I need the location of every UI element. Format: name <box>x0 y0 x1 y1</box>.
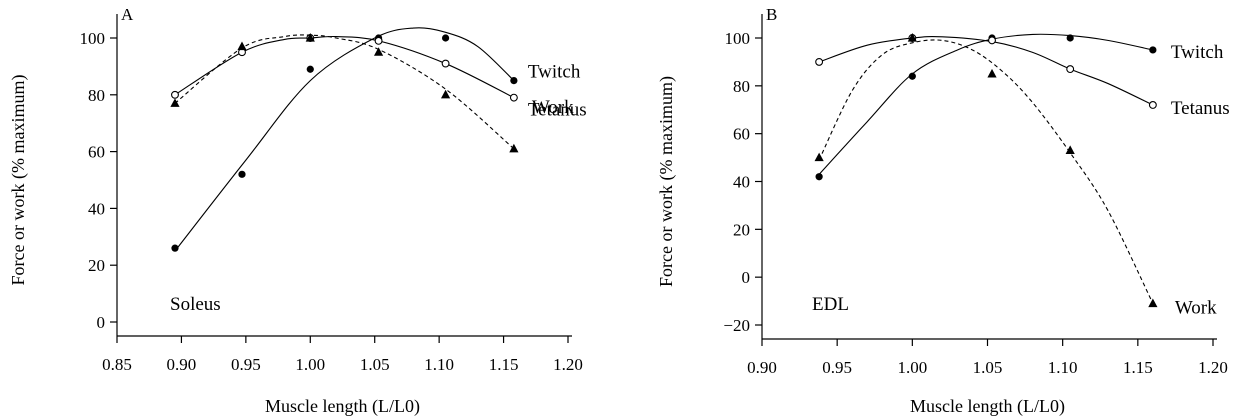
data-point-twitch <box>908 72 916 80</box>
x-axis-title: Muscle length (L/L0) <box>265 396 420 417</box>
y-tick-label: 40 <box>733 173 750 192</box>
data-point-twitch <box>815 173 823 181</box>
series-label-tetanus: Tetanus <box>1171 98 1230 119</box>
data-point-work <box>237 41 247 51</box>
panel-b-chart: 0.90 0.95 1.00 1.05 1.10 1.15 1.20 −20 0 20 40 60 80… <box>656 5 1230 417</box>
series-label-work: Work <box>532 97 574 118</box>
panel-letter: B <box>766 5 777 24</box>
data-point-work <box>440 89 451 99</box>
fit-curve-tetanus <box>818 35 1154 106</box>
data-point-twitch <box>306 65 314 73</box>
data-point-tetanus <box>441 59 450 68</box>
y-axis-title: Force or work (% maximum) <box>656 76 677 287</box>
y-tick-label: 60 <box>88 143 105 162</box>
fit-curve-twitch <box>818 33 1153 175</box>
fit-curve-work <box>818 39 1154 304</box>
x-tick-label: 1.05 <box>973 358 1003 377</box>
data-point-tetanus <box>509 93 518 102</box>
x-tick-label: 1.15 <box>489 355 519 374</box>
series-tetanus: Tetanus <box>815 34 1230 119</box>
x-tick-label: 1.00 <box>295 355 325 374</box>
series-label-twitch: Twitch <box>1171 42 1224 63</box>
x-tick-label: 0.85 <box>102 355 132 374</box>
y-tick-label: 100 <box>80 29 106 48</box>
x-tick-label: 1.00 <box>897 358 927 377</box>
y-tick-label: −20 <box>723 316 750 335</box>
data-point-tetanus <box>1148 101 1157 109</box>
x-tick-label: 1.10 <box>1048 358 1078 377</box>
x-tick-label: 0.90 <box>747 358 777 377</box>
x-tick-label: 0.90 <box>167 355 197 374</box>
series-work: Work <box>814 33 1217 318</box>
data-point-work <box>1065 145 1075 155</box>
series-label-twitch: Twitch <box>528 62 581 83</box>
panel-a-chart: 0.85 0.90 0.95 1.00 1.05 1.10 1.15 1.20 0 20 40 60 8… <box>8 5 587 417</box>
y-tick-label: 60 <box>733 125 750 144</box>
data-point-work <box>305 33 315 42</box>
data-point-tetanus <box>1066 65 1075 74</box>
y-axis-title: Force or work (% maximum) <box>8 75 29 286</box>
y-tick-label: 0 <box>97 313 106 332</box>
muscle-label: Soleus <box>170 294 221 315</box>
series-label-tetanus: Tetanus <box>528 100 587 121</box>
series-twitch: Twitch <box>171 27 581 252</box>
y-tick-label: 40 <box>88 199 105 218</box>
data-point-tetanus <box>374 36 383 45</box>
data-point-twitch <box>1066 34 1074 42</box>
y-tick-label: 0 <box>742 268 751 287</box>
data-point-tetanus <box>988 36 996 45</box>
x-tick-label: 1.15 <box>1123 358 1153 377</box>
x-tick-label: 1.20 <box>553 355 583 374</box>
muscle-label: EDL <box>812 294 849 315</box>
series-label-work: Work <box>1175 297 1217 318</box>
series-work: Work <box>170 33 574 153</box>
data-point-work <box>1148 298 1158 308</box>
data-point-twitch <box>441 34 450 42</box>
data-point-work <box>987 68 997 78</box>
y-tick-label: 80 <box>88 86 105 105</box>
fit-curve-tetanus <box>174 35 515 99</box>
data-point-work <box>509 143 519 153</box>
y-tick-label: 20 <box>88 256 105 275</box>
series-tetanus: Tetanus <box>171 34 587 121</box>
data-point-work <box>814 152 824 162</box>
data-point-tetanus <box>815 57 824 66</box>
x-tick-label: 0.95 <box>231 355 261 374</box>
fit-curve-work <box>174 34 515 150</box>
data-point-work <box>170 98 180 107</box>
y-tick-label: 80 <box>733 77 750 96</box>
x-tick-label: 0.95 <box>822 358 852 377</box>
data-point-work <box>373 47 384 56</box>
data-point-twitch <box>1149 46 1157 54</box>
x-axis-title: Muscle length (L/L0) <box>910 396 1065 417</box>
x-tick-label: 1.10 <box>424 355 454 374</box>
data-point-twitch <box>238 170 246 178</box>
x-tick-label: 1.20 <box>1198 358 1228 377</box>
data-point-twitch <box>510 77 518 85</box>
panel-letter: A <box>121 5 134 24</box>
data-point-work <box>907 33 917 42</box>
series-twitch: Twitch <box>815 33 1224 181</box>
y-tick-label: 20 <box>733 220 750 239</box>
data-point-twitch <box>171 244 179 252</box>
y-tick-label: 100 <box>725 29 751 48</box>
x-tick-label: 1.05 <box>360 355 390 374</box>
data-point-tetanus <box>171 90 179 99</box>
